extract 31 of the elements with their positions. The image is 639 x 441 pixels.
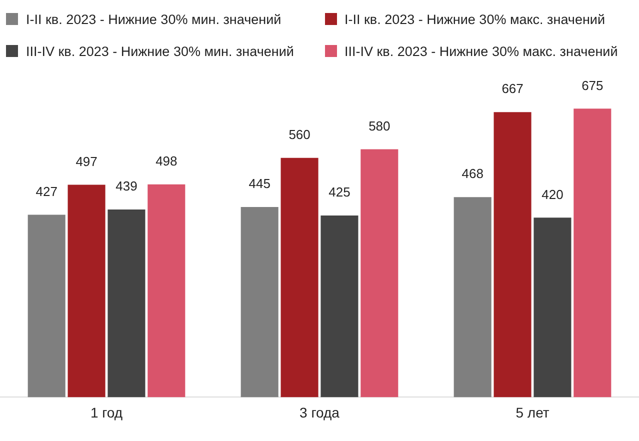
bar — [148, 184, 186, 398]
data-label: 439 — [116, 178, 138, 194]
bar — [320, 216, 358, 398]
data-label: 445 — [248, 176, 270, 192]
data-label: 580 — [368, 118, 390, 134]
legend-label: III-IV кв. 2023 - Нижние 30% мин. значений — [26, 44, 294, 58]
data-label: 497 — [76, 154, 98, 169]
bar — [574, 108, 612, 398]
bar — [240, 206, 278, 398]
data-label: 560 — [288, 126, 310, 142]
bar — [68, 184, 106, 398]
legend-label: III-IV кв. 2023 - Нижние 30% макс. значений — [344, 44, 618, 58]
data-label: 420 — [542, 186, 564, 202]
bar — [454, 197, 492, 398]
x-tick-label: 1 год — [90, 404, 123, 420]
data-label: 498 — [156, 153, 178, 168]
data-label: 425 — [328, 184, 350, 200]
legend-label: I-II кв. 2023 - Нижние 30% мин. значений — [26, 12, 282, 26]
legend-label: I-II кв. 2023 - Нижние 30% макс. значений — [344, 12, 605, 26]
bar — [108, 210, 146, 398]
bar — [534, 218, 572, 398]
bar — [280, 158, 318, 398]
x-tick-label: 3 года — [300, 404, 340, 420]
data-label: 667 — [502, 81, 524, 96]
bar — [28, 214, 66, 398]
data-label: 675 — [582, 78, 604, 93]
x-tick-label: 5 лет — [516, 404, 550, 420]
data-label: 468 — [462, 166, 484, 182]
data-label: 427 — [36, 184, 58, 199]
bar — [494, 112, 532, 398]
bar — [360, 149, 398, 398]
